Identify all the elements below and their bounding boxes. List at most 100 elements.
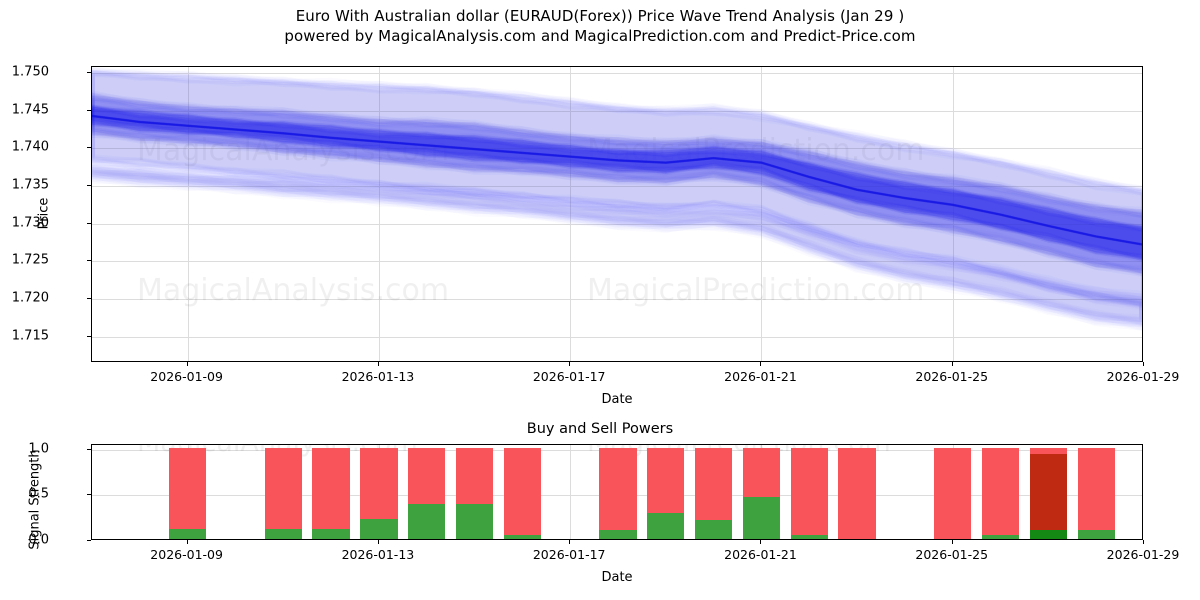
signal-bar[interactable] (503, 447, 541, 539)
signal-bar[interactable] (360, 447, 398, 539)
price-x-tick-label: 2026-01-13 (341, 369, 415, 384)
price-wave-band (92, 107, 1142, 261)
price-wave-band (92, 95, 1142, 277)
signal-bar[interactable] (838, 447, 876, 539)
price-wave-band (92, 105, 1142, 260)
price-y-tick-mark (87, 260, 91, 262)
price-x-tick-mark (377, 362, 379, 366)
price-central-line (92, 114, 1142, 246)
price-y-tick-mark (87, 297, 91, 299)
signal-bar-sell-segment (503, 447, 541, 536)
price-gridline-horizontal (92, 73, 1142, 75)
price-wave-band (92, 92, 1142, 274)
signal-x-tick-mark (569, 540, 571, 544)
signal-bar-sell-segment (360, 447, 398, 519)
price-wave-band (92, 95, 1142, 274)
price-axis-y-label: Price (36, 197, 52, 230)
signal-bar-buy-segment (408, 504, 446, 539)
price-chart-plot: MagicalAnalysis.com MagicalPrediction.com… (92, 67, 1142, 361)
signal-bar[interactable] (599, 447, 637, 539)
price-wave-bands (92, 69, 1142, 326)
price-gridline-horizontal (92, 148, 1142, 150)
signal-bar-sell-segment (790, 447, 828, 536)
signal-y-tick-label: 0.0 (28, 532, 49, 548)
signal-bar[interactable] (408, 447, 446, 539)
price-wave-band (92, 70, 1142, 306)
price-x-tick-mark (760, 362, 762, 366)
signal-bar[interactable] (312, 447, 350, 539)
price-gridline-horizontal (92, 298, 1142, 300)
price-wave-band (92, 104, 1142, 260)
signal-bar-sell-segment (599, 447, 637, 530)
signal-bar-buy-segment (694, 519, 733, 539)
price-central-line (92, 115, 1142, 246)
price-x-tick-label: 2026-01-21 (724, 369, 797, 384)
signal-bar[interactable] (1077, 447, 1115, 539)
signal-bar[interactable] (981, 447, 1020, 539)
chart-title-line-1: Euro With Australian dollar (EURAUD(Fore… (295, 7, 905, 25)
signal-bar[interactable] (1029, 447, 1067, 539)
signal-x-tick-mark (760, 540, 762, 544)
signal-bar-buy-segment (312, 528, 350, 539)
price-wave-band (92, 166, 1142, 323)
signal-bar[interactable] (694, 447, 733, 539)
signal-bar-buy-segment (599, 529, 637, 539)
signal-bar[interactable] (455, 447, 494, 539)
signal-y-tick-mark (87, 448, 91, 450)
price-wave-band (92, 108, 1142, 260)
price-y-tick-label: 1.735 (11, 177, 49, 193)
price-y-tick-label: 1.745 (11, 102, 49, 118)
signal-x-tick-label: 2026-01-09 (150, 547, 223, 562)
signal-x-tick-label: 2026-01-21 (724, 547, 797, 562)
signal-bar-sell-segment (838, 447, 876, 539)
price-wave-band (92, 73, 1142, 308)
price-wave-band (92, 169, 1142, 326)
price-y-tick-label: 1.750 (11, 64, 49, 80)
chart-title-block: Euro With Australian dollar (EURAUD(Fore… (0, 6, 1200, 47)
signal-bar-buy-segment (168, 528, 207, 539)
signal-bar[interactable] (742, 447, 781, 539)
chart-title-line-2: powered by MagicalAnalysis.com and Magic… (284, 27, 916, 46)
signal-bar-buy-segment (1029, 529, 1067, 539)
signal-bar-highlight-cap (1029, 447, 1067, 454)
price-wave-band (92, 70, 1142, 303)
price-wave-band (92, 104, 1142, 258)
price-gridline-horizontal (92, 261, 1142, 263)
signal-bar[interactable] (790, 447, 828, 539)
price-wave-band (92, 108, 1142, 261)
signal-x-tick-label: 2026-01-13 (341, 547, 415, 562)
signal-x-tick-mark (1143, 540, 1144, 544)
price-gridline-vertical (761, 67, 763, 361)
signal-bar-sell-segment (264, 447, 302, 529)
signal-bar-buy-segment (790, 535, 828, 539)
signal-bar-buy-segment (647, 513, 685, 539)
signal-bar[interactable] (168, 447, 207, 539)
price-central-line (92, 115, 1142, 246)
signal-bar-buy-segment (360, 518, 398, 539)
price-wave-band (92, 107, 1142, 262)
signal-bar[interactable] (934, 447, 972, 539)
price-wave-band (92, 71, 1142, 308)
signal-bar-sell-segment (934, 447, 972, 539)
price-y-tick-label: 1.740 (11, 139, 49, 155)
price-wave-band (92, 90, 1142, 271)
signal-bar[interactable] (647, 447, 685, 539)
price-y-tick-label: 1.720 (11, 290, 49, 306)
signal-bar-buy-segment (264, 528, 302, 539)
price-y-tick-mark (87, 109, 91, 111)
signal-bar[interactable] (264, 447, 302, 539)
signal-bar-buy-segment (981, 535, 1020, 539)
signal-bar-sell-segment (647, 447, 685, 514)
price-gridline-horizontal (92, 223, 1142, 225)
price-x-tick-mark (1143, 362, 1144, 366)
price-central-line (92, 115, 1142, 246)
price-gridline-vertical (378, 67, 380, 361)
price-y-tick-mark (87, 222, 91, 224)
signal-bar-sell-segment (312, 447, 350, 529)
price-y-tick-label: 1.725 (11, 252, 49, 268)
signal-bar-sell-segment (168, 447, 207, 529)
signal-x-tick-label: 2026-01-25 (915, 547, 989, 562)
